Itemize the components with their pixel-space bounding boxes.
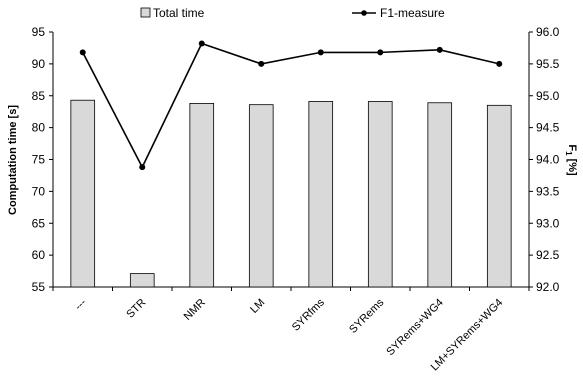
line-series	[79, 40, 503, 171]
bar-0	[70, 99, 96, 288]
right-axis-title: F1 [%]	[564, 144, 578, 176]
left-tick-label: 85	[32, 89, 46, 103]
left-tick-label: 70	[32, 184, 46, 198]
bar-2	[189, 103, 215, 288]
f1-point-5	[377, 49, 384, 56]
right-tick-label: 96.0	[536, 25, 560, 39]
category-label: LM	[248, 297, 267, 316]
f1-point-2	[198, 40, 205, 47]
f1-point-7	[496, 60, 503, 67]
category-label: NMR	[182, 297, 208, 323]
left-tick-label: 55	[32, 280, 46, 294]
right-tick-label: 95.5	[536, 57, 560, 71]
right-axis-title-sub: 1	[564, 151, 573, 156]
left-tick-label: 90	[32, 57, 46, 71]
legend: Total time F1-measure	[140, 6, 445, 20]
f1-point-0	[79, 49, 86, 56]
right-tick-label: 93.0	[536, 216, 560, 230]
left-tick-label: 60	[32, 248, 46, 262]
f1-point-6	[436, 46, 443, 53]
f1-point-1	[139, 164, 146, 171]
bar-1	[129, 273, 155, 288]
category-label: STR	[124, 297, 148, 321]
legend-line-marker	[361, 10, 367, 16]
bar-7	[486, 104, 512, 288]
left-axis-ticks: 55 60 65 70 75 80 85 90 95	[32, 25, 53, 294]
f1-point-4	[317, 49, 324, 56]
right-tick-label: 94.0	[536, 153, 560, 167]
bar-5	[367, 101, 393, 288]
left-tick-label: 95	[32, 25, 46, 39]
category-label: SYRems+WG4	[384, 297, 445, 358]
right-tick-label: 94.5	[536, 121, 560, 135]
f1-line	[82, 42, 500, 169]
left-tick-label: 65	[32, 216, 46, 230]
right-tick-label: 93.5	[536, 184, 560, 198]
category-label: SYRems	[347, 296, 387, 336]
bar-6	[427, 102, 453, 288]
legend-bar-swatch	[140, 7, 151, 18]
bar-3	[248, 104, 274, 288]
category-label: ---	[73, 296, 89, 312]
f1-point-3	[258, 60, 265, 67]
right-axis-title-suffix: [%]	[566, 156, 578, 177]
legend-line-label: F1-measure	[380, 6, 445, 20]
right-axis-title-main: F	[566, 144, 578, 151]
category-labels: --- STR NMR LM SYRfms SYRemsSYRems+WG4LM+SYRe…	[52, 287, 530, 373]
right-axis-ticks: 92.0 92.5 93.0 93.5 94.0 94.5 95.0 95.5 96.0	[529, 25, 560, 294]
right-tick-label: 92.5	[536, 248, 560, 262]
bar-series	[70, 99, 512, 288]
bar-4	[308, 101, 334, 288]
legend-bar-label: Total time	[153, 6, 205, 20]
category-label: SYRfms	[290, 296, 327, 333]
left-axis-title: Computation time [s]	[7, 105, 19, 215]
left-tick-label: 75	[32, 153, 46, 167]
right-tick-label: 92.0	[536, 280, 560, 294]
left-tick-label: 80	[32, 121, 46, 135]
right-tick-label: 95.0	[536, 89, 560, 103]
